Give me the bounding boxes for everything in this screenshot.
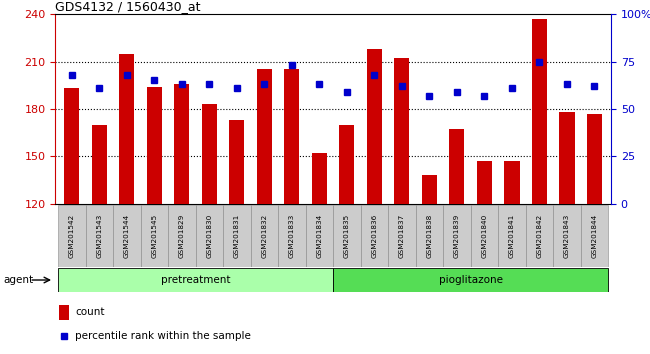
Text: GSM201835: GSM201835: [344, 214, 350, 258]
Text: GSM201831: GSM201831: [234, 214, 240, 258]
Text: GSM201837: GSM201837: [399, 214, 405, 258]
FancyBboxPatch shape: [168, 205, 196, 267]
Bar: [147, 87, 162, 204]
Text: GSM201544: GSM201544: [124, 214, 130, 258]
Bar: [395, 58, 410, 204]
FancyBboxPatch shape: [580, 205, 608, 267]
FancyBboxPatch shape: [498, 205, 526, 267]
FancyBboxPatch shape: [58, 205, 86, 267]
Text: GSM201842: GSM201842: [536, 214, 543, 258]
Bar: [587, 114, 602, 204]
Text: GSM201543: GSM201543: [96, 214, 102, 258]
FancyBboxPatch shape: [58, 268, 333, 292]
Text: GSM201545: GSM201545: [151, 214, 157, 258]
FancyBboxPatch shape: [443, 205, 471, 267]
Bar: [367, 49, 382, 204]
Text: GSM201542: GSM201542: [69, 214, 75, 258]
Bar: [339, 125, 354, 204]
Text: GSM201843: GSM201843: [564, 214, 570, 258]
Text: pretreatment: pretreatment: [161, 275, 230, 285]
Bar: [504, 161, 519, 204]
Text: GSM201839: GSM201839: [454, 214, 460, 258]
Text: GSM201840: GSM201840: [482, 214, 488, 258]
Text: GSM201838: GSM201838: [426, 214, 432, 258]
Bar: [284, 69, 300, 204]
FancyBboxPatch shape: [388, 205, 415, 267]
FancyBboxPatch shape: [140, 205, 168, 267]
Text: GSM201833: GSM201833: [289, 214, 295, 258]
FancyBboxPatch shape: [526, 205, 553, 267]
Bar: [229, 120, 244, 204]
Text: GSM201841: GSM201841: [509, 214, 515, 258]
FancyBboxPatch shape: [333, 205, 361, 267]
Bar: [532, 19, 547, 204]
FancyBboxPatch shape: [223, 205, 251, 267]
Bar: [257, 69, 272, 204]
Bar: [58, 305, 69, 320]
FancyBboxPatch shape: [113, 205, 140, 267]
FancyBboxPatch shape: [415, 205, 443, 267]
FancyBboxPatch shape: [251, 205, 278, 267]
FancyBboxPatch shape: [333, 268, 608, 292]
Text: GDS4132 / 1560430_at: GDS4132 / 1560430_at: [55, 0, 201, 13]
Bar: [422, 175, 437, 204]
Bar: [64, 88, 79, 204]
FancyBboxPatch shape: [196, 205, 223, 267]
Text: GSM201832: GSM201832: [261, 214, 267, 258]
Bar: [312, 153, 327, 204]
FancyBboxPatch shape: [306, 205, 333, 267]
Bar: [174, 84, 189, 204]
Text: GSM201834: GSM201834: [317, 214, 322, 258]
Bar: [560, 112, 575, 204]
Bar: [92, 125, 107, 204]
Bar: [449, 129, 465, 204]
Text: GSM201830: GSM201830: [206, 214, 213, 258]
FancyBboxPatch shape: [361, 205, 388, 267]
FancyBboxPatch shape: [86, 205, 113, 267]
Text: agent: agent: [3, 275, 33, 285]
Bar: [202, 104, 217, 204]
Bar: [477, 161, 492, 204]
Text: GSM201829: GSM201829: [179, 214, 185, 258]
FancyBboxPatch shape: [471, 205, 498, 267]
FancyBboxPatch shape: [278, 205, 306, 267]
Bar: [119, 53, 135, 204]
Text: GSM201844: GSM201844: [592, 214, 597, 258]
Text: count: count: [75, 307, 105, 317]
Text: percentile rank within the sample: percentile rank within the sample: [75, 331, 251, 341]
Text: GSM201836: GSM201836: [371, 214, 378, 258]
FancyBboxPatch shape: [553, 205, 580, 267]
Text: pioglitazone: pioglitazone: [439, 275, 502, 285]
